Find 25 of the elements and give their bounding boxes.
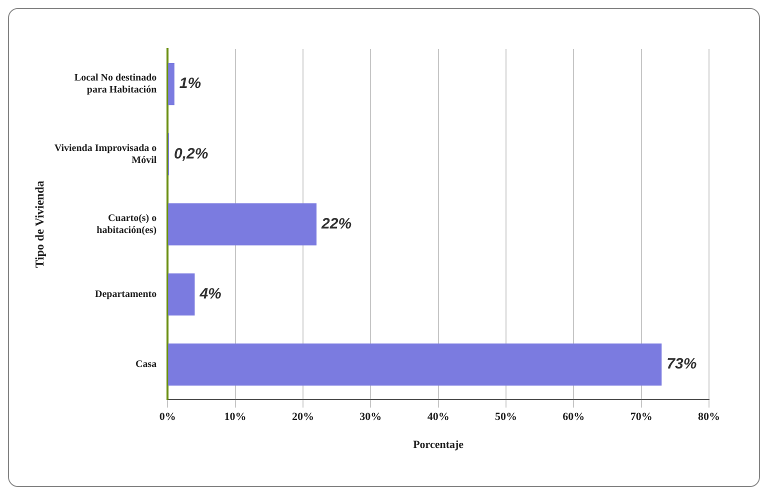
y-tick-label: Vivienda Improvisada o Móvil bbox=[54, 142, 157, 166]
y-tick-label: Cuarto(s) o habitación(es) bbox=[96, 212, 157, 236]
data-label: 0,2% bbox=[174, 145, 208, 162]
x-tick-label: 0% bbox=[159, 411, 176, 424]
y-tick-label: Departamento bbox=[94, 289, 157, 300]
x-tick-label: 80% bbox=[698, 411, 720, 424]
data-label: 1% bbox=[179, 75, 202, 92]
x-tick-label: 60% bbox=[562, 411, 585, 424]
bar bbox=[168, 273, 195, 316]
x-tick-label: 40% bbox=[427, 411, 450, 424]
data-label: 4% bbox=[198, 286, 222, 303]
y-axis-title: Tipo de Vivienda bbox=[32, 180, 46, 268]
data-label: 73% bbox=[666, 356, 697, 373]
x-tick-label: 30% bbox=[360, 411, 382, 424]
bar bbox=[168, 344, 662, 386]
x-tick-label: 20% bbox=[292, 411, 314, 424]
x-tick-label: 70% bbox=[630, 411, 652, 424]
x-axis-title: Porcentaje bbox=[413, 439, 464, 452]
bar bbox=[168, 63, 174, 106]
data-label: 22% bbox=[320, 215, 352, 232]
x-tick-label: 50% bbox=[494, 411, 517, 424]
y-tick-label: Casa bbox=[136, 359, 157, 370]
bar bbox=[168, 203, 317, 246]
y-tick-label: Local No destinado para Habitación bbox=[74, 72, 158, 96]
x-tick-label: 10% bbox=[224, 411, 246, 424]
